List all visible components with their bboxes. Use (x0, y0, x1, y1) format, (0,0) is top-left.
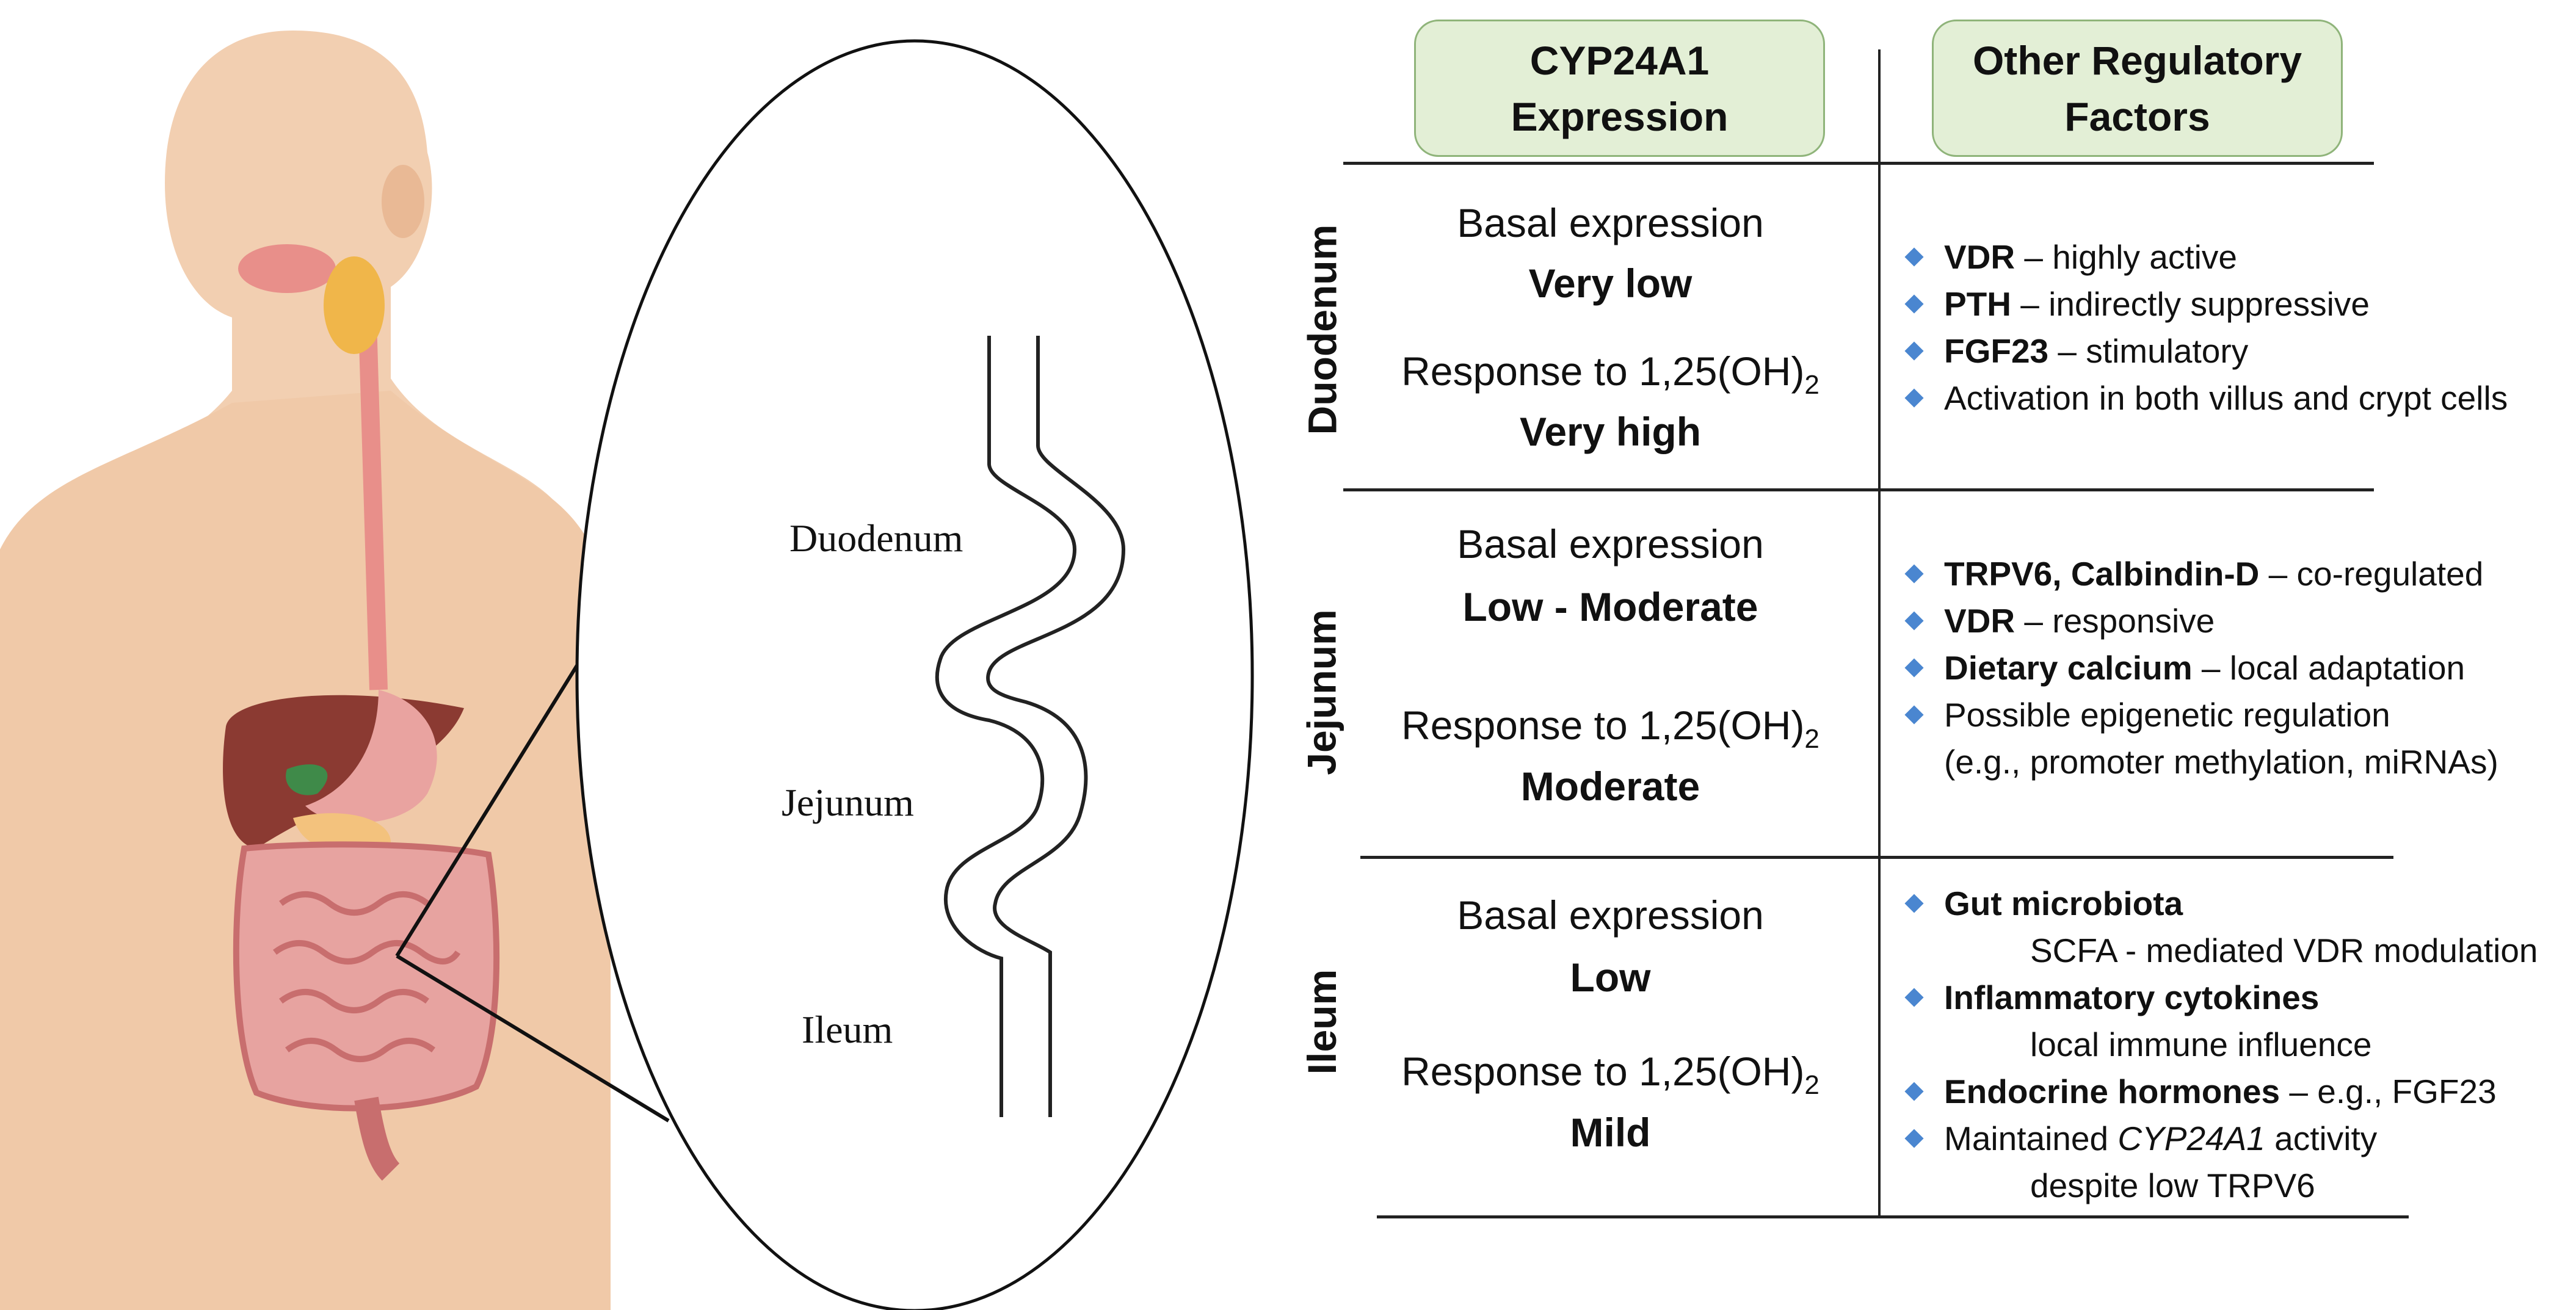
diamond-bullet-icon (1904, 388, 1924, 408)
factor-text: – local adaptation (2192, 649, 2465, 687)
factor-item: VDR – highly active (1904, 236, 2237, 278)
factor-item: (e.g., promoter methylation, miRNAs) (1905, 740, 2498, 783)
header-cyp24a1-expression: CYP24A1 Expression (1414, 20, 1825, 157)
response-value: Very high (1519, 409, 1702, 454)
factor-text: – indirectly suppressive (2011, 285, 2370, 323)
diamond-bullet-icon (1904, 611, 1924, 631)
row-divider (1343, 488, 2374, 491)
factor-text: (e.g., promoter methylation, miRNAs) (1944, 743, 2498, 781)
segment-name: Duodenum (1299, 224, 1345, 435)
factor-name: Endocrine hormones (1944, 1073, 2280, 1110)
factor-item: despite low TRPV6 (1905, 1164, 2315, 1207)
magnified-ellipse (575, 39, 1254, 1310)
factor-name: Dietary calcium (1944, 649, 2193, 687)
factor-item: Endocrine hormones – e.g., FGF23 (1904, 1070, 2497, 1113)
factor-item: Possible epigenetic regulation (1904, 693, 2390, 736)
segment-label: Ileum (1299, 900, 1345, 1144)
header-other-regulatory-factors: Other Regulatory Factors (1932, 20, 2343, 157)
factor-name: VDR (1944, 238, 2015, 276)
response-label: Response to 1,25(OH)2 (1343, 1047, 1878, 1100)
response-text: Response to 1,25(OH) (1401, 349, 1805, 394)
factor-name: VDR (1944, 602, 2015, 640)
factor-name: FGF23 (1944, 332, 2049, 370)
header-line: Other Regulatory (1972, 37, 2302, 83)
diamond-bullet-icon (1904, 658, 1924, 678)
basal-value: Low - Moderate (1462, 584, 1758, 629)
factor-item: Inflammatory cytokines (1904, 976, 2320, 1019)
factor-text: SCFA - mediated VDR modulation (2030, 932, 2538, 969)
basal-value: Very low (1528, 261, 1693, 306)
factor-item: local immune influence (1905, 1023, 2371, 1066)
header-line: Factors (2064, 93, 2210, 139)
response-label: Response to 1,25(OH)2 (1343, 701, 1878, 754)
factor-text: – highly active (2015, 238, 2237, 276)
diamond-bullet-icon (1904, 564, 1924, 584)
factor-text: Possible epigenetic regulation (1944, 696, 2390, 734)
response-label: Response to 1,25(OH)2 (1343, 347, 1878, 400)
diamond-bullet-icon (1904, 247, 1924, 267)
label-jejunum: Jejunum (782, 781, 914, 824)
basal-value: Low (1570, 955, 1651, 1000)
basal-label: Basal expression (1457, 200, 1764, 245)
diamond-bullet-icon (1904, 1082, 1924, 1102)
response-text: Response to 1,25(OH) (1401, 1049, 1805, 1094)
header-line: CYP24A1 (1529, 37, 1710, 83)
row-divider (1377, 1215, 2409, 1218)
response-text: Response to 1,25(OH) (1401, 703, 1805, 748)
factor-text: – e.g., FGF23 (2280, 1073, 2497, 1110)
factor-text: despite low TRPV6 (2030, 1167, 2315, 1204)
human-body-icon (0, 31, 611, 1310)
factor-name: Gut microbiota (1944, 885, 2183, 922)
factor-name: TRPV6, Calbindin-D (1944, 555, 2260, 593)
factor-text: local immune influence (2030, 1026, 2372, 1063)
factor-item: Dietary calcium – local adaptation (1904, 646, 2465, 689)
factor-gene: CYP24A1 (2117, 1120, 2265, 1157)
segment-name: Ileum (1299, 969, 1345, 1075)
response-subscript: 2 (1804, 1070, 1820, 1101)
factor-item: TRPV6, Calbindin-D – co-regulated (1904, 552, 2484, 595)
factor-item: VDR – responsive (1904, 599, 2215, 642)
basal-label: Basal expression (1457, 892, 1764, 938)
diamond-bullet-icon (1904, 988, 1924, 1008)
response-value: Moderate (1520, 764, 1700, 809)
factor-item: Activation in both villus and crypt cell… (1904, 377, 2508, 419)
row-divider (1343, 162, 2374, 165)
response-value: Mild (1570, 1110, 1651, 1155)
response-subscript: 2 (1804, 724, 1820, 755)
factor-name: PTH (1944, 285, 2011, 323)
factor-text: – responsive (2015, 602, 2215, 640)
factor-text: activity (2265, 1120, 2378, 1157)
factor-item: Maintained CYP24A1 activity (1904, 1117, 2378, 1160)
diamond-bullet-icon (1904, 894, 1924, 914)
column-divider (1878, 49, 1881, 1217)
response-subscript: 2 (1804, 370, 1820, 400)
factor-text: – co-regulated (2259, 555, 2484, 593)
factor-text: Maintained (1944, 1120, 2118, 1157)
diamond-bullet-icon (1904, 341, 1924, 361)
row-divider (1360, 856, 2393, 859)
label-duodenum: Duodenum (789, 516, 963, 560)
factor-item: Gut microbiota (1904, 882, 2183, 925)
small-intestine-tube (935, 336, 1126, 1117)
segment-label: Jejunum (1299, 570, 1345, 814)
basal-label: Basal expression (1457, 521, 1764, 566)
factor-text: – stimulatory (2048, 332, 2249, 370)
diamond-bullet-icon (1904, 1129, 1924, 1149)
factor-item: SCFA - mediated VDR modulation (1905, 929, 2538, 972)
label-ileum: Ileum (802, 1008, 893, 1051)
factor-name: Inflammatory cytokines (1944, 979, 2320, 1016)
diamond-bullet-icon (1904, 705, 1924, 725)
factor-text: Activation in both villus and crypt cell… (1944, 379, 2508, 417)
factor-item: FGF23 – stimulatory (1904, 330, 2249, 372)
segment-label: Duodenum (1299, 208, 1345, 452)
segment-name: Jejunum (1299, 609, 1345, 775)
header-line: Expression (1511, 93, 1729, 139)
diamond-bullet-icon (1904, 294, 1924, 314)
factor-item: PTH – indirectly suppressive (1904, 283, 2370, 325)
